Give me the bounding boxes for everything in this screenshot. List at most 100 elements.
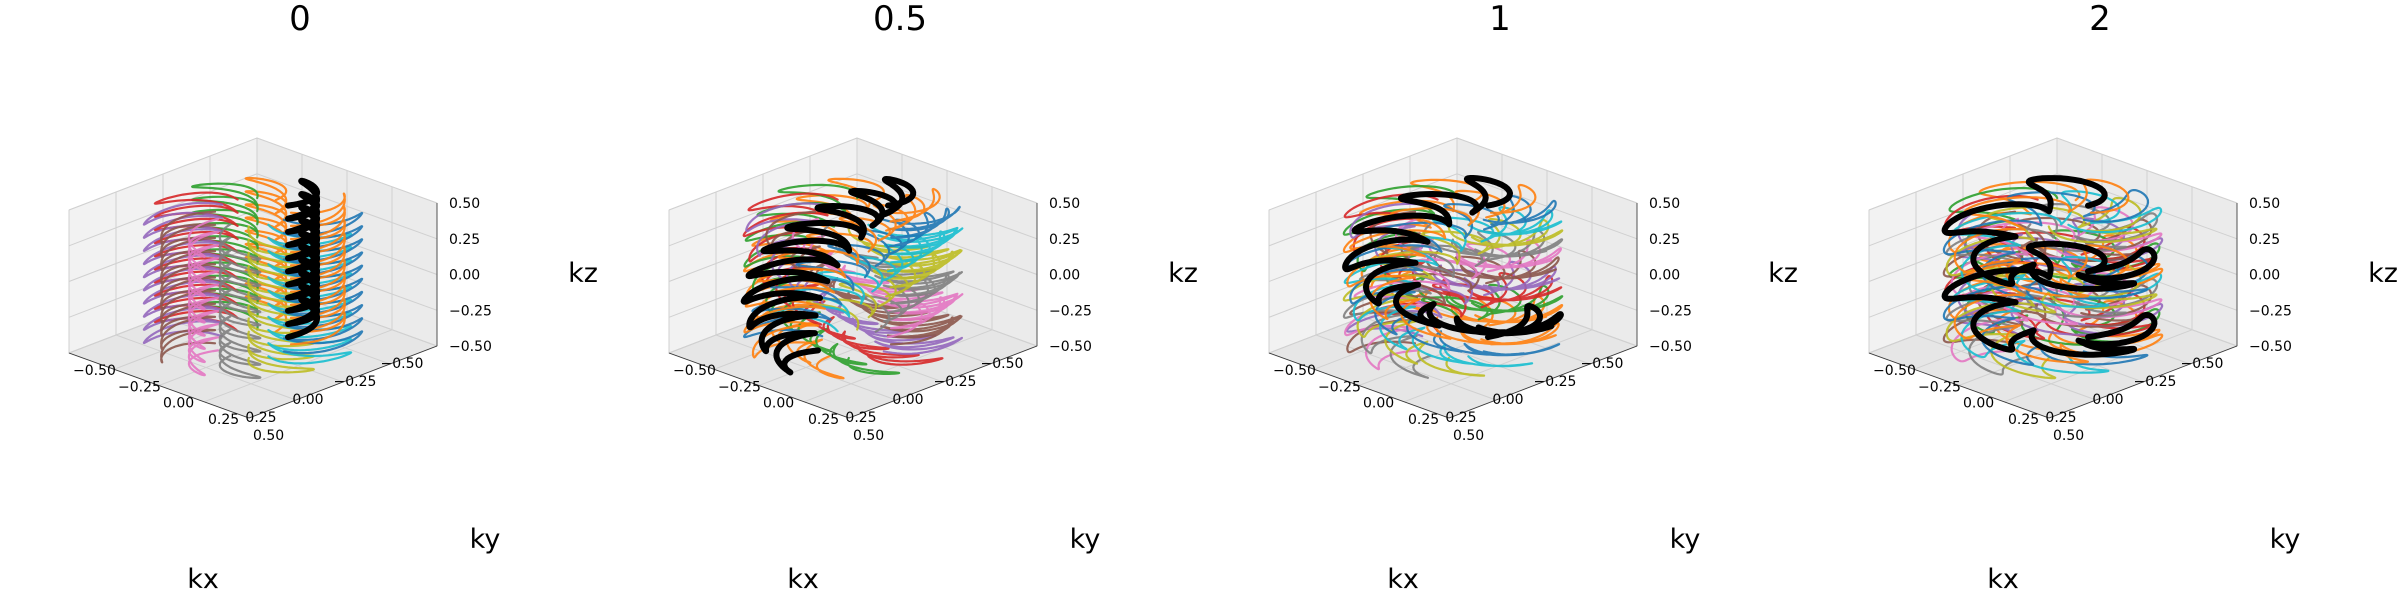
z-tick-label: −0.50	[1049, 339, 1092, 355]
z-tick-label: −0.50	[1649, 339, 1692, 355]
y-axis-line	[1268, 352, 1450, 419]
trajectory-line	[289, 192, 346, 346]
z-tick-label: 0.00	[1049, 268, 1080, 284]
x-tick-label: −0.50	[2181, 356, 2224, 372]
grid-line-z	[1268, 208, 1638, 282]
y-tick-label: 0.25	[208, 412, 239, 428]
x-axis-line	[2048, 345, 2238, 419]
y-axis-line	[1868, 352, 2050, 419]
y-tick-label: −0.25	[1318, 379, 1361, 395]
x-axis-label: kx	[1387, 564, 1419, 595]
grid-line-y-floor	[2003, 329, 2193, 403]
tick-labels: −0.50−0.250.000.25−0.50−0.250.000.250.50…	[673, 196, 1092, 444]
z-tick-label: −0.25	[449, 303, 492, 319]
x-tick-label: −0.50	[381, 356, 424, 372]
x-axis-line	[248, 345, 438, 419]
x-tick-label: 0.00	[892, 392, 923, 408]
z-tick-label: 0.00	[2249, 268, 2280, 284]
grid-line-y-floor	[803, 329, 993, 403]
trajectory-line	[1345, 194, 1561, 357]
subplot-title: 2	[2089, 0, 2111, 39]
subplot-3: −0.50−0.250.000.25−0.50−0.250.000.250.50…	[1867, 0, 2398, 595]
x-tick-label: 0.00	[2092, 392, 2123, 408]
trajectory-line	[1342, 223, 1564, 379]
x-axis-line	[1448, 345, 1638, 419]
z-tick-label: −0.25	[2249, 303, 2292, 319]
z-tick-label: 0.25	[449, 232, 480, 248]
grid-line-z	[1868, 173, 2238, 247]
y-axis-label: ky	[2270, 524, 2301, 555]
z-tick-label: −0.25	[1649, 303, 1692, 319]
y-tick-label: −0.25	[118, 379, 161, 395]
y-axis-label: ky	[1070, 524, 1101, 555]
trajectories	[740, 176, 964, 380]
grid-line-z	[1868, 137, 2238, 211]
trajectory-line	[742, 192, 944, 366]
highlighted-trajectory-line	[740, 176, 917, 376]
tick-labels: −0.50−0.250.000.25−0.50−0.250.000.250.50…	[1273, 196, 1692, 444]
z-axis-label: kz	[568, 258, 598, 289]
z-tick-label: 0.50	[1649, 196, 1680, 212]
trajectory-line	[743, 187, 941, 359]
z-axis-label: kz	[2368, 258, 2398, 289]
highlighted-trajectory-line	[285, 177, 321, 341]
y-tick-label: 0.50	[853, 428, 884, 444]
x-tick-label: 0.25	[1445, 410, 1476, 426]
x-axis-label: kx	[787, 564, 819, 595]
z-axis-label: kz	[1768, 258, 1798, 289]
x-tick-label: 0.25	[245, 410, 276, 426]
grid-line-z	[68, 137, 438, 211]
z-tick-label: 0.25	[1049, 232, 1080, 248]
grid-line-z	[668, 173, 1038, 247]
subplot-title: 0	[289, 0, 311, 39]
highlighted-trajectory-line	[1941, 175, 2158, 358]
y-tick-label: 0.00	[763, 396, 794, 412]
trajectory-line	[160, 210, 217, 364]
y-tick-label: −0.25	[718, 379, 761, 395]
tick-labels: −0.50−0.250.000.25−0.50−0.250.000.250.50…	[73, 196, 492, 444]
x-axis-label: kx	[1987, 564, 2019, 595]
z-tick-label: 0.50	[449, 196, 480, 212]
tick-labels: −0.50−0.250.000.25−0.50−0.250.000.250.50…	[1873, 196, 2292, 444]
subplot-2: −0.50−0.250.000.25−0.50−0.250.000.250.50…	[1267, 0, 1798, 595]
z-axis-label: kz	[1168, 258, 1198, 289]
x-axis-label: kx	[187, 564, 219, 595]
y-tick-label: 0.25	[1408, 412, 1439, 428]
trajectory-line	[218, 223, 262, 380]
x-tick-label: −0.25	[334, 374, 377, 390]
grid-line-x-floor	[715, 334, 897, 401]
grid-line-y-floor	[203, 329, 393, 403]
trajectory-line	[1942, 189, 2150, 366]
subplot-0: −0.50−0.250.000.25−0.50−0.250.000.250.50…	[67, 0, 598, 595]
grid-line-z	[1268, 137, 1638, 211]
z-tick-label: 0.50	[2249, 196, 2280, 212]
z-tick-label: −0.50	[449, 339, 492, 355]
z-tick-label: 0.00	[449, 268, 480, 284]
grid-line-x-floor	[1315, 334, 1497, 401]
x-tick-label: −0.25	[934, 374, 977, 390]
z-tick-label: 0.25	[2249, 232, 2280, 248]
trajectories	[142, 176, 364, 380]
grid-line-z	[1268, 173, 1638, 247]
spines	[668, 203, 1038, 419]
x-tick-label: 0.25	[2045, 410, 2076, 426]
x-tick-label: −0.50	[981, 356, 1024, 372]
grid-line-x-floor	[115, 334, 297, 401]
y-tick-label: 0.25	[808, 412, 839, 428]
trajectories	[1941, 175, 2164, 380]
x-tick-label: 0.00	[1492, 392, 1523, 408]
x-tick-label: 0.25	[845, 410, 876, 426]
y-tick-label: −0.25	[1918, 379, 1961, 395]
trajectory-line	[805, 225, 963, 331]
trajectory-line	[187, 217, 220, 377]
grid-line-z	[68, 173, 438, 247]
y-tick-label: 0.00	[1363, 396, 1394, 412]
subplot-title: 1	[1489, 0, 1511, 39]
y-tick-label: 0.25	[2008, 412, 2039, 428]
x-tick-label: −0.50	[1581, 356, 1624, 372]
y-axis-label: ky	[1670, 524, 1701, 555]
spines	[68, 203, 438, 419]
y-axis-line	[68, 352, 250, 419]
y-tick-label: 0.00	[1963, 396, 1994, 412]
